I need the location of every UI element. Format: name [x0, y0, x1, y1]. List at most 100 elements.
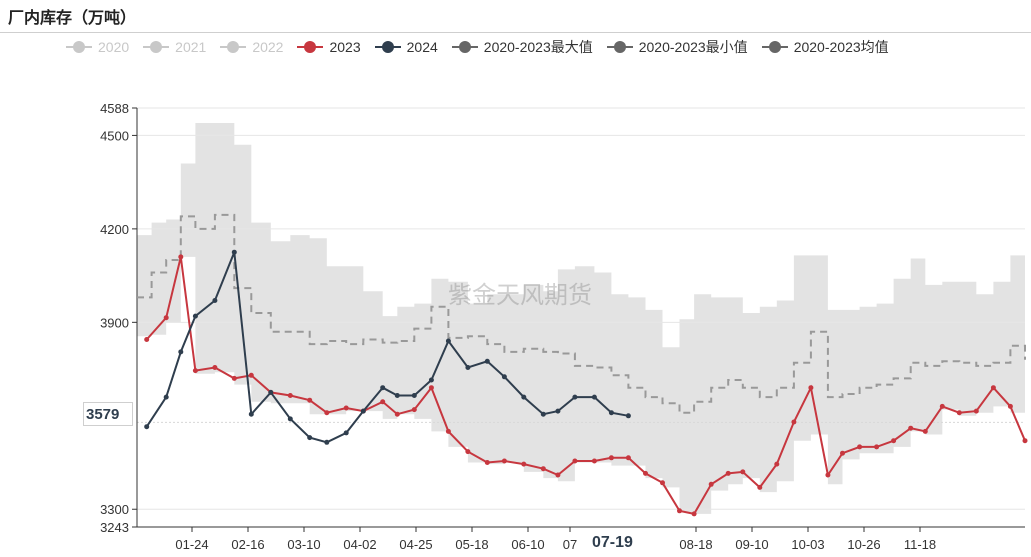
watermark-text: 紫金天风期货 [448, 281, 592, 309]
point-2023-51 [1022, 438, 1028, 444]
point-2024-4 [212, 298, 218, 303]
legend-label: 2024 [406, 39, 438, 55]
legend-swatch-icon [606, 41, 633, 53]
x-tick-label-2: 03-10 [287, 537, 320, 552]
legend-swatch-icon [220, 41, 247, 53]
legend-item-6[interactable]: 2020-2023最小值 [606, 37, 748, 57]
legend-label: 2020-2023均值 [793, 39, 889, 55]
point-2023-3 [192, 368, 198, 374]
point-2024-25 [591, 394, 597, 400]
point-2023-23 [555, 472, 561, 478]
y-tick-label-3: 3900 [100, 315, 129, 330]
point-2023-19 [484, 460, 490, 465]
point-2023-32 [708, 481, 714, 487]
axis-pointer-y-label: 3579 [83, 402, 133, 426]
point-2023-1 [163, 315, 169, 321]
legend-item-3[interactable]: 2023 [297, 39, 361, 55]
point-2023-35 [757, 484, 763, 490]
legend-item-4[interactable]: 2024 [374, 39, 438, 55]
point-2023-2 [178, 254, 184, 260]
legend-item-0[interactable]: 2020 [66, 39, 129, 55]
axis-pointer-x-label: 07-19 [592, 534, 633, 551]
point-2024-20 [501, 374, 507, 380]
y-tick-label-5: 4500 [100, 128, 129, 143]
point-2023-11 [343, 405, 349, 411]
max-min-band [137, 123, 1025, 514]
point-2023-33 [725, 470, 731, 476]
x-tick-label-12: 10-26 [847, 537, 880, 552]
point-2023-14 [394, 411, 400, 417]
x-tick-label-6: 06-10 [511, 537, 544, 552]
x-tick-label-1: 02-16 [231, 537, 264, 552]
point-2023-4 [212, 365, 218, 370]
point-2024-0 [144, 424, 150, 430]
point-2023-47 [956, 410, 962, 416]
title-divider [0, 32, 1031, 33]
point-2024-6 [248, 411, 254, 417]
series-line-2024 [145, 251, 629, 444]
point-2023-37 [791, 419, 797, 425]
point-2024-21 [521, 394, 527, 400]
point-2023-30 [677, 508, 682, 514]
point-2023-44 [908, 425, 914, 431]
point-2024-2 [178, 349, 184, 355]
point-2024-14 [394, 393, 400, 398]
point-2023-43 [891, 438, 897, 444]
legend-item-7[interactable]: 2020-2023均值 [761, 37, 889, 57]
point-2023-10 [324, 410, 330, 416]
legend-swatch-icon [451, 41, 478, 53]
point-2024-10 [324, 439, 330, 445]
point-2023-39 [825, 472, 831, 478]
point-2024-3 [192, 313, 198, 319]
point-2023-17 [445, 428, 451, 434]
point-2023-29 [660, 480, 665, 486]
x-tick-label-3: 04-02 [343, 537, 376, 552]
point-2023-38 [808, 385, 814, 391]
legend-label: 2023 [329, 39, 361, 55]
x-tick-label-4: 04-25 [399, 537, 432, 552]
x-tick-label-7: 07 [563, 537, 577, 552]
point-2023-24 [572, 458, 578, 464]
point-2024-18 [465, 365, 471, 370]
point-2023-0 [144, 337, 150, 342]
point-2024-26 [608, 410, 614, 416]
point-2023-25 [591, 458, 597, 464]
point-2023-16 [428, 385, 434, 391]
legend-item-5[interactable]: 2020-2023最大值 [451, 37, 593, 57]
x-tick-label-11: 10-03 [791, 537, 824, 552]
point-2023-6 [248, 372, 254, 378]
y-tick-label-0: 3243 [100, 520, 129, 535]
point-2024-12 [360, 408, 366, 414]
x-tick-label-0: 01-24 [175, 537, 208, 552]
legend-swatch-icon [297, 41, 324, 53]
point-2024-7 [268, 389, 274, 395]
point-2024-19 [484, 358, 490, 364]
legend-label: 2021 [175, 39, 207, 55]
point-2023-20 [501, 458, 507, 464]
point-2023-34 [740, 469, 746, 475]
legend-item-2[interactable]: 2022 [220, 39, 283, 55]
point-2023-49 [990, 385, 996, 391]
legend-swatch-icon [66, 41, 92, 53]
point-2023-27 [625, 455, 631, 461]
point-2023-41 [857, 444, 863, 450]
point-2023-21 [521, 461, 527, 467]
point-2023-45 [922, 428, 928, 434]
legend-item-1[interactable]: 2021 [143, 39, 206, 55]
x-tick-label-5: 05-18 [455, 537, 488, 552]
point-2023-36 [774, 461, 780, 467]
point-2024-24 [572, 394, 578, 400]
point-2024-16 [428, 377, 434, 383]
point-2023-26 [608, 455, 614, 461]
chart-legend: 2020 2021 2022 2023 2024 2020-2023最大值 2020-202… [66, 36, 903, 58]
point-2024-8 [287, 416, 293, 422]
y-tick-label-4: 4200 [100, 222, 129, 237]
point-2024-13 [380, 385, 386, 391]
point-2023-22 [540, 466, 546, 472]
point-2024-9 [307, 435, 313, 441]
point-2023-13 [380, 399, 386, 405]
point-2024-1 [163, 394, 169, 400]
point-2024-27 [625, 413, 631, 419]
legend-label: 2020-2023最大值 [483, 39, 593, 55]
